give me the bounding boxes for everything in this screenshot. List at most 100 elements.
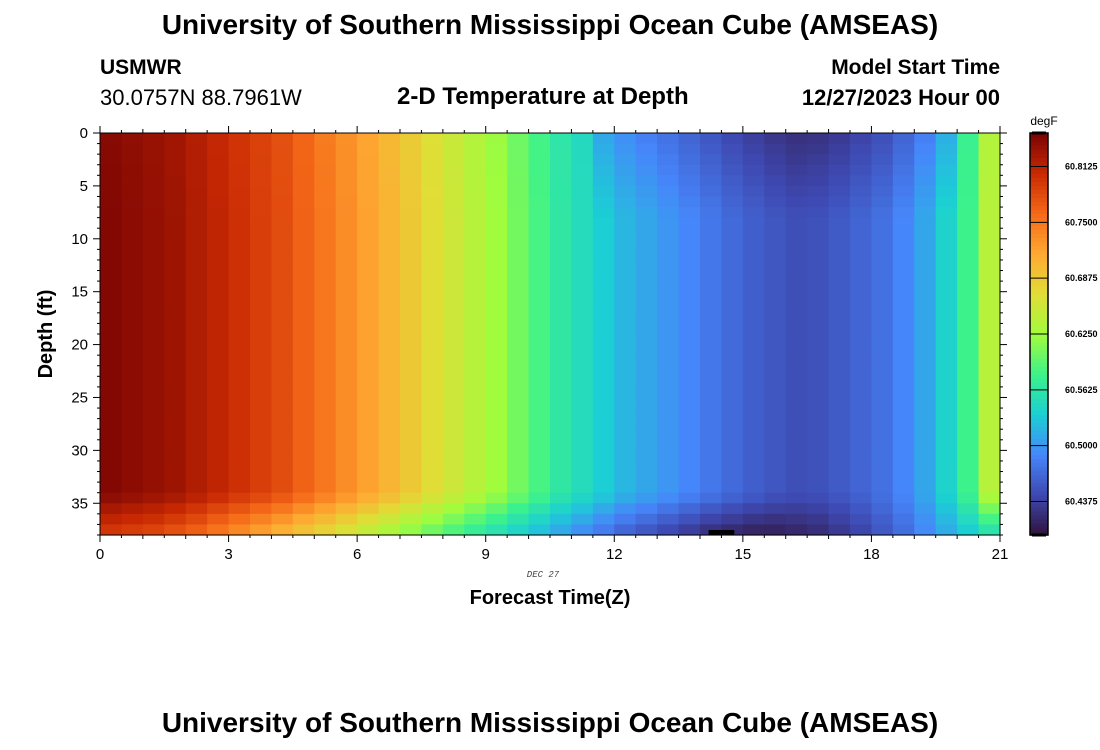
heatmap-cell bbox=[164, 228, 187, 240]
heatmap-cell bbox=[657, 365, 680, 377]
heatmap-cell bbox=[914, 524, 937, 536]
heatmap-cell bbox=[914, 312, 937, 325]
colorbar-segment bbox=[1030, 145, 1048, 150]
heatmap-cell bbox=[742, 249, 765, 261]
heatmap-cell bbox=[421, 513, 444, 526]
heatmap-cell bbox=[978, 238, 1001, 250]
heatmap-cell bbox=[442, 291, 465, 303]
heatmap-cell bbox=[850, 513, 873, 526]
heatmap-cell bbox=[485, 429, 508, 441]
heatmap-cell bbox=[121, 185, 144, 198]
heatmap-cell bbox=[228, 164, 251, 176]
heatmap-cell bbox=[335, 365, 358, 377]
heatmap-cell bbox=[207, 524, 230, 536]
heatmap-cell bbox=[742, 185, 765, 198]
heatmap-cell bbox=[957, 429, 980, 441]
heatmap-cell bbox=[592, 408, 615, 420]
heatmap-cell bbox=[807, 312, 830, 325]
heatmap-cell bbox=[892, 217, 915, 229]
y-axis-title: Depth (ft) bbox=[35, 290, 57, 379]
heatmap-cell bbox=[357, 386, 380, 399]
heatmap-cell bbox=[764, 238, 787, 250]
heatmap-cell bbox=[485, 503, 508, 515]
heatmap-cell bbox=[185, 334, 208, 346]
heatmap-cell bbox=[635, 334, 658, 346]
heatmap-cell bbox=[614, 259, 637, 272]
heatmap-cell bbox=[442, 460, 465, 473]
heatmap-cell bbox=[828, 503, 851, 515]
heatmap-cell bbox=[142, 281, 165, 293]
heatmap-cell bbox=[721, 217, 744, 229]
colorbar-segment bbox=[1030, 305, 1048, 311]
heatmap-cell bbox=[271, 217, 294, 229]
heatmap-cell bbox=[678, 154, 701, 166]
heatmap-cell bbox=[421, 408, 444, 420]
colorbar-segment bbox=[1030, 490, 1048, 496]
heatmap-cell bbox=[185, 482, 208, 494]
heatmap-cell bbox=[807, 238, 830, 250]
heatmap-cell bbox=[164, 143, 187, 155]
heatmap-cell bbox=[485, 185, 508, 198]
heatmap-cell bbox=[400, 450, 423, 462]
heatmap-cell bbox=[635, 408, 658, 420]
heatmap-cell bbox=[678, 460, 701, 473]
heatmap-cell bbox=[978, 143, 1001, 155]
heatmap-cell bbox=[892, 228, 915, 240]
heatmap-cell bbox=[828, 164, 851, 176]
heatmap-cell bbox=[914, 281, 937, 293]
heatmap-cell bbox=[807, 386, 830, 399]
heatmap-cell bbox=[121, 270, 144, 282]
heatmap-cell bbox=[335, 450, 358, 462]
heatmap-cell bbox=[335, 185, 358, 198]
heatmap-cell bbox=[871, 185, 894, 198]
heatmap-cell bbox=[292, 228, 315, 240]
heatmap-cell bbox=[614, 450, 637, 462]
colorbar-segment bbox=[1030, 362, 1048, 367]
heatmap-cell bbox=[871, 334, 894, 346]
heatmap-cell bbox=[228, 344, 251, 356]
heatmap-cell bbox=[528, 450, 551, 462]
heatmap-cell bbox=[357, 503, 380, 515]
heatmap-cell bbox=[592, 196, 615, 208]
heatmap-cell bbox=[700, 503, 723, 515]
heatmap-cell bbox=[421, 154, 444, 166]
heatmap-cell bbox=[357, 207, 380, 219]
heatmap-cell bbox=[271, 154, 294, 166]
heatmap-cell bbox=[142, 207, 165, 219]
heatmap-cell bbox=[785, 238, 808, 250]
heatmap-cell bbox=[400, 238, 423, 250]
colorbar-segment bbox=[1030, 309, 1048, 315]
heatmap-cell bbox=[485, 450, 508, 462]
heatmap-cell bbox=[378, 386, 401, 399]
heatmap-cell bbox=[978, 312, 1001, 325]
heatmap-cell bbox=[764, 524, 787, 536]
heatmap-cell bbox=[271, 312, 294, 325]
heatmap-cell bbox=[314, 355, 337, 367]
colorbar-segment bbox=[1030, 289, 1048, 295]
heatmap-cell bbox=[764, 312, 787, 325]
heatmap-cell bbox=[357, 344, 380, 356]
heatmap-cell bbox=[914, 302, 937, 314]
heatmap-cell bbox=[914, 270, 937, 282]
heatmap-cell bbox=[207, 344, 230, 356]
heatmap-cell bbox=[657, 439, 680, 451]
heatmap-cell bbox=[742, 376, 765, 388]
heatmap-cell bbox=[442, 196, 465, 208]
heatmap-cell bbox=[400, 302, 423, 314]
heatmap-cell bbox=[914, 397, 937, 409]
heatmap-cell bbox=[550, 439, 573, 451]
heatmap-cell bbox=[228, 503, 251, 515]
heatmap-cell bbox=[892, 133, 915, 145]
heatmap-cell bbox=[935, 217, 958, 229]
heatmap-cell bbox=[571, 503, 594, 515]
colorbar-segment bbox=[1030, 201, 1048, 206]
heatmap-cell bbox=[871, 482, 894, 494]
heatmap-cell bbox=[614, 185, 637, 198]
heatmap-cell bbox=[892, 418, 915, 430]
colorbar-segment bbox=[1030, 530, 1048, 536]
heatmap-cell bbox=[721, 291, 744, 303]
heatmap-cell bbox=[807, 439, 830, 451]
heatmap-cell bbox=[892, 291, 915, 303]
heatmap-cell bbox=[764, 386, 787, 399]
